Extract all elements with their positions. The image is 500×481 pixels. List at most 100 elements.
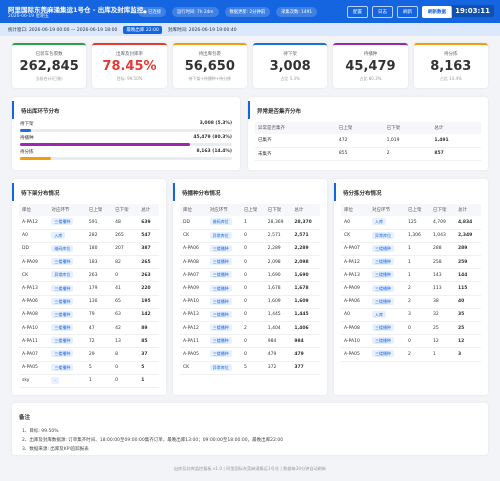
kpi-label: 已装车包裹数 (35, 52, 63, 57)
table-cell: 已集齐 (255, 134, 336, 148)
table-row: A-PA12 三楼播种 591 48 639 (19, 216, 159, 230)
notes-panel: 备注 1、目标: 99.50% 2、出库及封库数据源: 订单集齐时间、18:00:0… (12, 403, 488, 455)
table-cell: 0 (112, 268, 139, 283)
kpi-sub: 占比 5.3% (280, 76, 300, 81)
kpi-label: 待出库包裹 (198, 52, 222, 57)
table-cell: 0 (112, 374, 139, 388)
button[interactable]: 刷新数据 (422, 6, 452, 18)
table-cell: 1,491 (431, 134, 481, 148)
table-cell: A-PA06 (19, 295, 49, 309)
table-cell: 1,445 (264, 308, 292, 323)
column-header: 已上架 (240, 204, 265, 216)
window-range: 统计窗口: 2026-06-19 00:00 — 2026-06-19 18:0… (8, 27, 118, 33)
table-cell: 0 (240, 255, 265, 270)
table-cell: 三楼播种 (369, 295, 405, 309)
table-cell: 1 (404, 268, 430, 283)
bar (20, 157, 51, 160)
table-cell: 2,289 (264, 242, 292, 257)
table-row: A-PA08 三楼播种 0 25 25 (341, 321, 481, 336)
table-cell: 35 (455, 308, 481, 323)
table-cell: 三楼播种 (369, 255, 405, 270)
table-cell: 65 (112, 295, 139, 309)
table-cell: 三楼播种 (369, 242, 405, 257)
table-cell: 2,289 (291, 242, 320, 257)
table-cell: 三楼播种 (369, 281, 405, 296)
table-cell: A-PA05 (19, 361, 49, 375)
stage-tag: 三楼播种 (51, 350, 74, 358)
table-row: A-PA09 三楼播种 0 1,678 1,678 (180, 281, 320, 296)
table-cell: 179 (85, 281, 113, 296)
bar-track (20, 143, 232, 146)
table-cell: 48 (112, 216, 139, 230)
table-cell: A-PA05 (180, 347, 207, 362)
table-cell: A-PA09 (180, 281, 207, 296)
toolbar: 配置 日志 刷新 刷新数据 (347, 6, 452, 18)
panel-title: 备注 (19, 415, 31, 421)
table-cell: 85 (138, 334, 159, 349)
table-cell: 0 (240, 334, 265, 349)
table-cell: CK (19, 268, 49, 283)
kpi-value: 56,650 (184, 59, 235, 74)
table-cell: 115 (455, 281, 481, 296)
button[interactable]: 日志 (372, 6, 393, 18)
column-header: 异常是否集齐 (255, 122, 336, 134)
table-cell: 5 (240, 361, 265, 375)
kpi-sub: 占比 80.3% (359, 76, 382, 81)
button[interactable]: 配置 (347, 6, 368, 18)
table-cell: 三楼播种 (48, 295, 86, 309)
stage-tag: - (51, 376, 59, 384)
table-cell: 三楼播种 (206, 295, 241, 309)
table-cell: 25 (429, 321, 455, 336)
table-row: DD 维码库位 180 207 387 (19, 242, 159, 257)
table-row: DD 维码库位 1 28,369 28,370 (180, 216, 320, 230)
table-cell: 984 (264, 334, 292, 349)
table-cell: 三楼播种 (48, 361, 86, 375)
table-cell: 28,369 (264, 216, 292, 230)
pending-label: 待播种 (20, 136, 34, 141)
window-bar: 统计窗口: 2026-06-19 00:00 — 2026-06-19 18:0… (0, 23, 500, 36)
table-cell: 2,098 (264, 255, 292, 270)
pending-label: 待分拣 (20, 150, 34, 155)
table-row: A-PA07 三楼播种 1 288 289 (341, 242, 481, 257)
kpi-value: 262,845 (19, 59, 79, 74)
column-header: 已下架 (429, 204, 455, 216)
stage-tag: 异常库位 (372, 231, 395, 239)
table-cell: A-PA08 (341, 321, 370, 336)
column-header: 对应环节 (369, 204, 405, 216)
stage-tag: 三楼播种 (209, 324, 232, 332)
table-cell: 183 (85, 255, 113, 270)
column-header: 已下架 (112, 204, 139, 216)
table-cell: A-PA10 (341, 334, 370, 349)
bar (20, 143, 191, 146)
table-row: A-PA12 三楼播种 1 258 259 (341, 255, 481, 270)
table-cell: 入库 (48, 229, 86, 243)
table-cell: 265 (112, 229, 139, 243)
table-cell: 1,043 (429, 229, 455, 243)
table-cell: 37 (138, 347, 159, 362)
table-row: A-PA10 三楼播种 0 1,609 1,609 (180, 295, 320, 309)
kpi-card: 出库及封库率 78.45% 目标: 99.50% (92, 43, 167, 88)
data-table: 库位 对应环节 已上架 已下架 总计 DD 维码库位 1 28,369 28,370 CK 异常库位 0… (180, 204, 320, 375)
table-cell: 1 (404, 255, 430, 270)
table-cell: 2,349 (455, 229, 481, 243)
panel-title: 待播种分布情况 (173, 183, 327, 201)
table-cell: 72 (85, 334, 113, 349)
button[interactable]: 刷新 (397, 6, 418, 18)
table-row: CK 异常库位 0 2,571 2,571 (180, 229, 320, 243)
column-header: 已下架 (264, 204, 292, 216)
table-cell: 372 (264, 361, 292, 375)
table-row: sky - 1 0 1 (19, 374, 159, 388)
kpi-card: 待出库包裹 56,650 待下架+待播种+待分拣 (172, 43, 247, 88)
table-cell: 547 (138, 229, 159, 243)
pending-count: 45,479 (193, 135, 211, 140)
table-row: 已集齐 472 1,019 1,491 (255, 134, 481, 148)
table-cell: - (48, 374, 86, 388)
table-cell: CK (341, 229, 370, 243)
kpi-label: 待分拣 (444, 52, 458, 57)
table-cell: 1,445 (291, 308, 320, 323)
table-cell: 258 (429, 255, 455, 270)
column-header: 已上架 (85, 204, 113, 216)
page-title: 阿里国际东莞麻涌集运1号仓 - 出库及封库监控 (8, 6, 144, 14)
table-cell: 三楼播种 (369, 347, 405, 362)
